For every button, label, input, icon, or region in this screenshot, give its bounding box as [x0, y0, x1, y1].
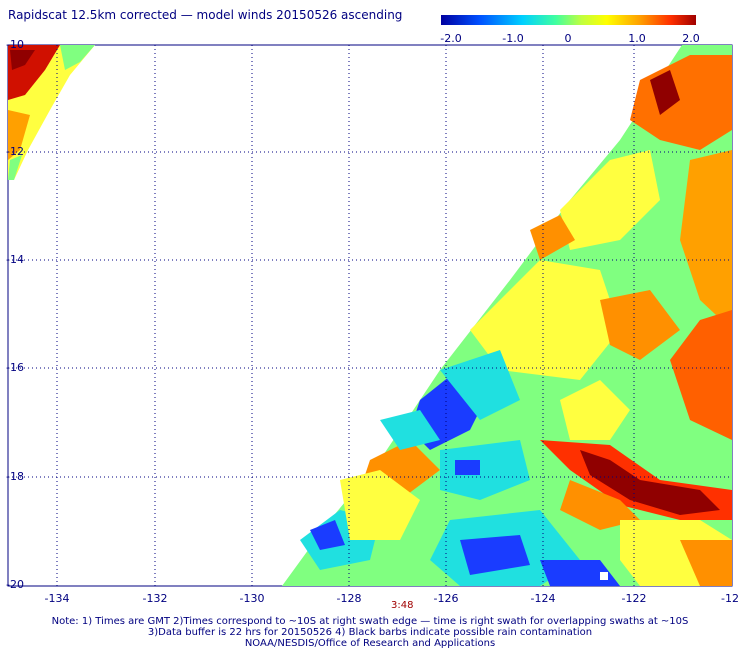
y-axis-label: -18	[6, 470, 24, 483]
footnote-line: Note: 1) Times are GMT 2)Times correspon…	[51, 616, 689, 627]
y-axis-label: -10	[6, 38, 24, 51]
colorbar-tick: 0	[564, 32, 572, 45]
x-axis-label: -122	[621, 592, 647, 605]
x-axis-label: -128	[336, 592, 362, 605]
colorbar-gradient	[441, 15, 696, 25]
y-axis-label: -20	[6, 578, 24, 591]
colorbar-tick: -2.0	[440, 32, 462, 45]
footnote-line: NOAA/NESDIS/Office of Research and Appli…	[244, 638, 496, 649]
map-title: Rapidscat 12.5km corrected — model winds…	[8, 8, 403, 22]
x-axis-label: -12	[721, 592, 739, 605]
x-axis-label: -130	[239, 592, 265, 605]
y-axis-label: -12	[6, 145, 24, 158]
x-axis-label: -134	[44, 592, 70, 605]
footnote-line: 3)Data buffer is 22 hrs for 20150526 4) …	[147, 627, 593, 638]
grid-lines	[8, 45, 732, 586]
colorbar: -2.0 -1.0 0 1.0 2.0	[440, 10, 700, 45]
colorbar-tick: -1.0	[502, 32, 524, 45]
y-axis-label: -16	[6, 361, 24, 374]
x-axis-label: -132	[142, 592, 168, 605]
x-axis-label: -124	[530, 592, 556, 605]
colorbar-tick: 2.0	[682, 32, 700, 45]
swath-left	[8, 45, 95, 180]
swath-main	[282, 45, 732, 586]
x-axis-label: -126	[433, 592, 459, 605]
y-axis-label: -14	[6, 253, 24, 266]
colorbar-tick: 1.0	[628, 32, 646, 45]
swath-time-label: 3:48	[391, 600, 414, 611]
